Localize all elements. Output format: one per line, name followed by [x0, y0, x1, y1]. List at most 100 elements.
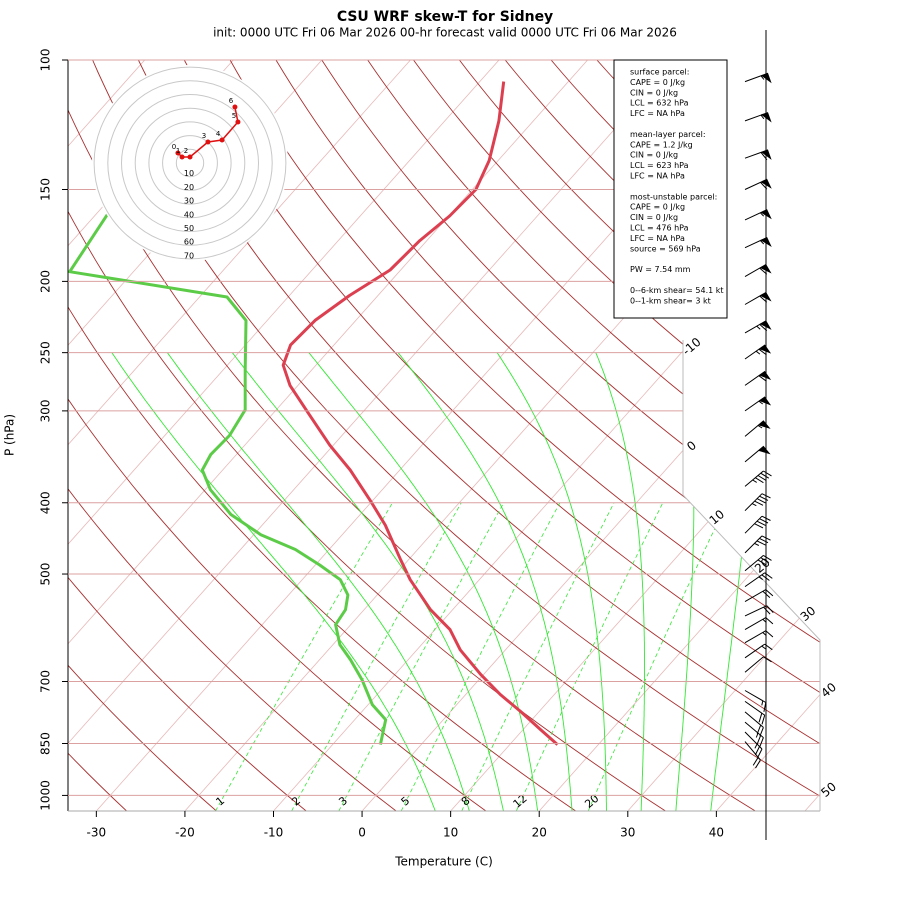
hodograph-point [232, 104, 238, 110]
moist-adiabat [397, 352, 573, 811]
hodograph-point [219, 137, 225, 143]
chart-subtitle: init: 0000 UTC Fri 06 Mar 2026 00-hr for… [213, 26, 677, 40]
hodograph-ring-label: 10 [184, 169, 194, 178]
mixing-ratio-line [338, 502, 505, 811]
mixing-ratio-line [515, 502, 664, 811]
info-line: surface parcel: [630, 68, 689, 77]
hodograph-label: 3 [202, 132, 206, 140]
info-line: source = 569 hPa [630, 244, 701, 253]
wind-barb [744, 344, 772, 360]
dry-adiabat [229, 60, 820, 811]
dry-adiabat [459, 60, 820, 811]
hodograph-ring-label: 70 [184, 251, 194, 260]
hodograph-point [187, 154, 193, 160]
hodograph-ring [148, 121, 232, 205]
y-tick-label: 500 [39, 563, 53, 586]
dry-adiabat [68, 60, 397, 811]
info-line: CIN = 0 J/kg [630, 88, 678, 97]
wind-barb [744, 554, 772, 572]
x-tick-label: -10 [264, 826, 284, 840]
hodograph-ring [93, 66, 287, 260]
mixing-ratio-line [215, 502, 393, 811]
isotherm [627, 60, 820, 811]
dry-adiabat [68, 60, 576, 811]
hodograph-point [175, 150, 181, 156]
wind-barb [744, 370, 772, 386]
moist-adiabat [496, 352, 607, 811]
isotherm [538, 60, 820, 811]
chart-title: CSU WRF skew-T for Sidney [337, 9, 553, 25]
info-box [613, 59, 728, 319]
y-tick-label: 400 [39, 491, 53, 514]
dry-adiabat [68, 60, 487, 811]
hodograph-ring [121, 94, 259, 232]
hodograph-label: 5 [232, 112, 236, 120]
wind-barb [744, 572, 773, 588]
hodograph-label: 2 [184, 147, 188, 155]
info-line: CAPE = 1.2 J/kg [630, 140, 693, 149]
mixing-ratio-line [461, 502, 615, 811]
info-line: mean-layer parcel: [630, 130, 706, 139]
dry-adiabat [275, 60, 820, 811]
hodograph-ring-label: 20 [184, 183, 194, 192]
info-line: CIN = 0 J/kg [630, 151, 678, 160]
hodograph-ring [175, 148, 205, 178]
x-tick-label: 0 [358, 826, 366, 840]
info-line: 0--6-km shear= 54.1 kt [630, 286, 724, 295]
moist-adiabat [595, 352, 645, 811]
info-line: CIN = 0 J/kg [630, 213, 678, 222]
mixing-ratio-line [291, 502, 462, 811]
hodograph-label: 4 [216, 130, 221, 138]
hodograph-label: 0 [172, 143, 176, 151]
info-line: most-unstable parcel: [630, 192, 717, 201]
isotherm [68, 60, 588, 811]
y-tick-label: 250 [39, 341, 53, 364]
hodograph-ring [162, 135, 218, 191]
isotherm [68, 60, 500, 811]
temperature-line [281, 81, 559, 746]
wind-barb [744, 320, 772, 334]
wind-barb [744, 605, 774, 617]
moist-adiabat [167, 352, 470, 811]
info-line: CAPE = 0 J/kg [630, 203, 685, 212]
hodograph-background [92, 65, 288, 261]
x-tick-label: -20 [175, 826, 195, 840]
wind-barb [744, 721, 764, 747]
y-tick-label: 100 [39, 49, 53, 72]
info-line: LCL = 623 hPa [630, 161, 689, 170]
hodograph-ring [134, 107, 246, 219]
y-tick-label: 200 [39, 270, 53, 293]
isotherm [68, 60, 677, 811]
moist-adiabat [111, 352, 436, 811]
info-line: CAPE = 0 J/kg [630, 78, 685, 87]
dewpoint-line [68, 209, 388, 745]
hodograph-ring [107, 80, 273, 246]
x-tick-label: 10 [443, 826, 458, 840]
y-tick-label: 850 [39, 732, 53, 755]
wind-barb [744, 470, 772, 487]
mixing-ratio-line [587, 502, 728, 811]
x-tick-label: 30 [620, 826, 635, 840]
moist-adiabat [308, 352, 539, 811]
y-tick-label: 700 [39, 670, 53, 693]
wind-barb [744, 700, 766, 725]
info-line: LCL = 632 hPa [630, 99, 689, 108]
hodograph-ring-label: 50 [184, 224, 194, 233]
x-axis-label: Temperature (C) [394, 855, 493, 869]
y-tick-label: 150 [39, 178, 53, 201]
hodograph-ring-label: 40 [184, 210, 194, 219]
y-tick-label: 300 [39, 399, 53, 422]
info-line: LFC = NA hPa [630, 234, 685, 243]
dry-adiabat [68, 60, 666, 811]
dry-adiabat [68, 60, 217, 811]
info-line: LFC = NA hPa [630, 172, 685, 181]
info-line: LFC = NA hPa [630, 109, 685, 118]
wind-barb [744, 656, 772, 673]
hodograph-ring-label: 60 [184, 238, 194, 247]
hodograph-label: 1 [176, 147, 180, 155]
wind-barb [744, 690, 767, 712]
dry-adiabat [321, 60, 820, 811]
info-line: PW = 7.54 mm [630, 265, 691, 274]
